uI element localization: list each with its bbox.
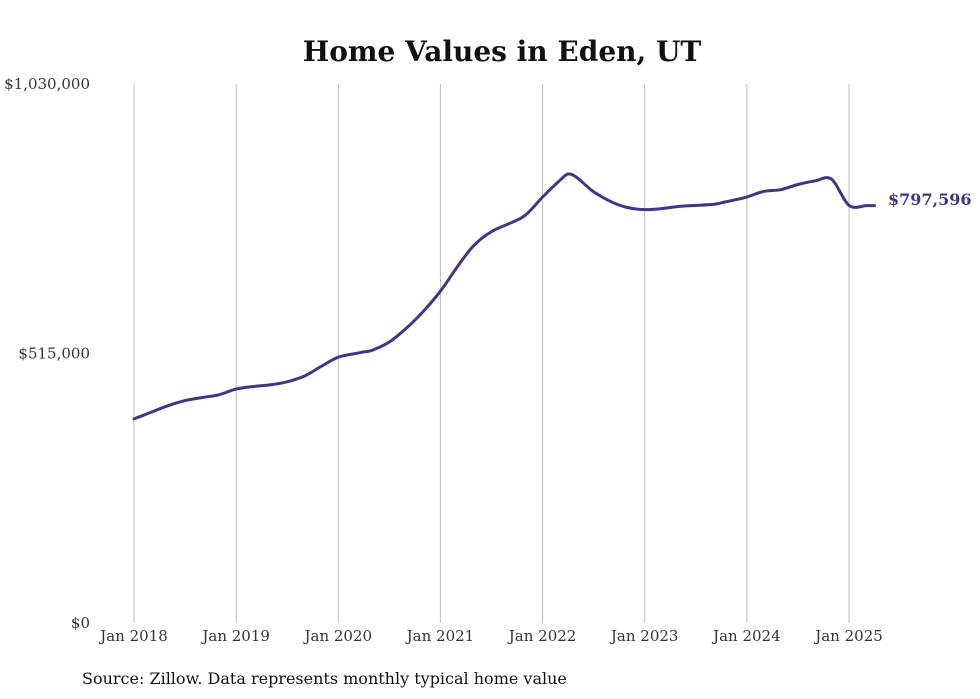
end-value-label: $797,596 [888, 190, 972, 209]
y-tick-label: $0 [71, 614, 90, 632]
x-tick-label: Jan 2020 [303, 627, 373, 645]
x-tick-label: Jan 2025 [813, 627, 883, 645]
x-tick-label: Jan 2018 [98, 627, 168, 645]
x-tick-label: Jan 2019 [200, 627, 270, 645]
y-tick-label: $515,000 [18, 345, 90, 363]
grid-lines [133, 84, 850, 623]
chart-title: Home Values in Eden, UT [303, 35, 702, 68]
x-axis: Jan 2018 Jan 2019 Jan 2020 Jan 2021 Jan 2022… [98, 627, 883, 645]
y-tick-label: $1,030,000 [4, 75, 90, 93]
x-tick-label: Jan 2024 [711, 627, 781, 645]
x-tick-label: Jan 2023 [609, 627, 679, 645]
x-tick-label: Jan 2021 [405, 627, 475, 645]
x-tick-label: Jan 2022 [507, 627, 577, 645]
source-note: Source: Zillow. Data represents monthly … [82, 669, 567, 688]
y-axis: $0 $515,000 $1,030,000 [4, 75, 90, 632]
series-layer [132, 172, 876, 421]
series-line-0 [132, 172, 876, 421]
